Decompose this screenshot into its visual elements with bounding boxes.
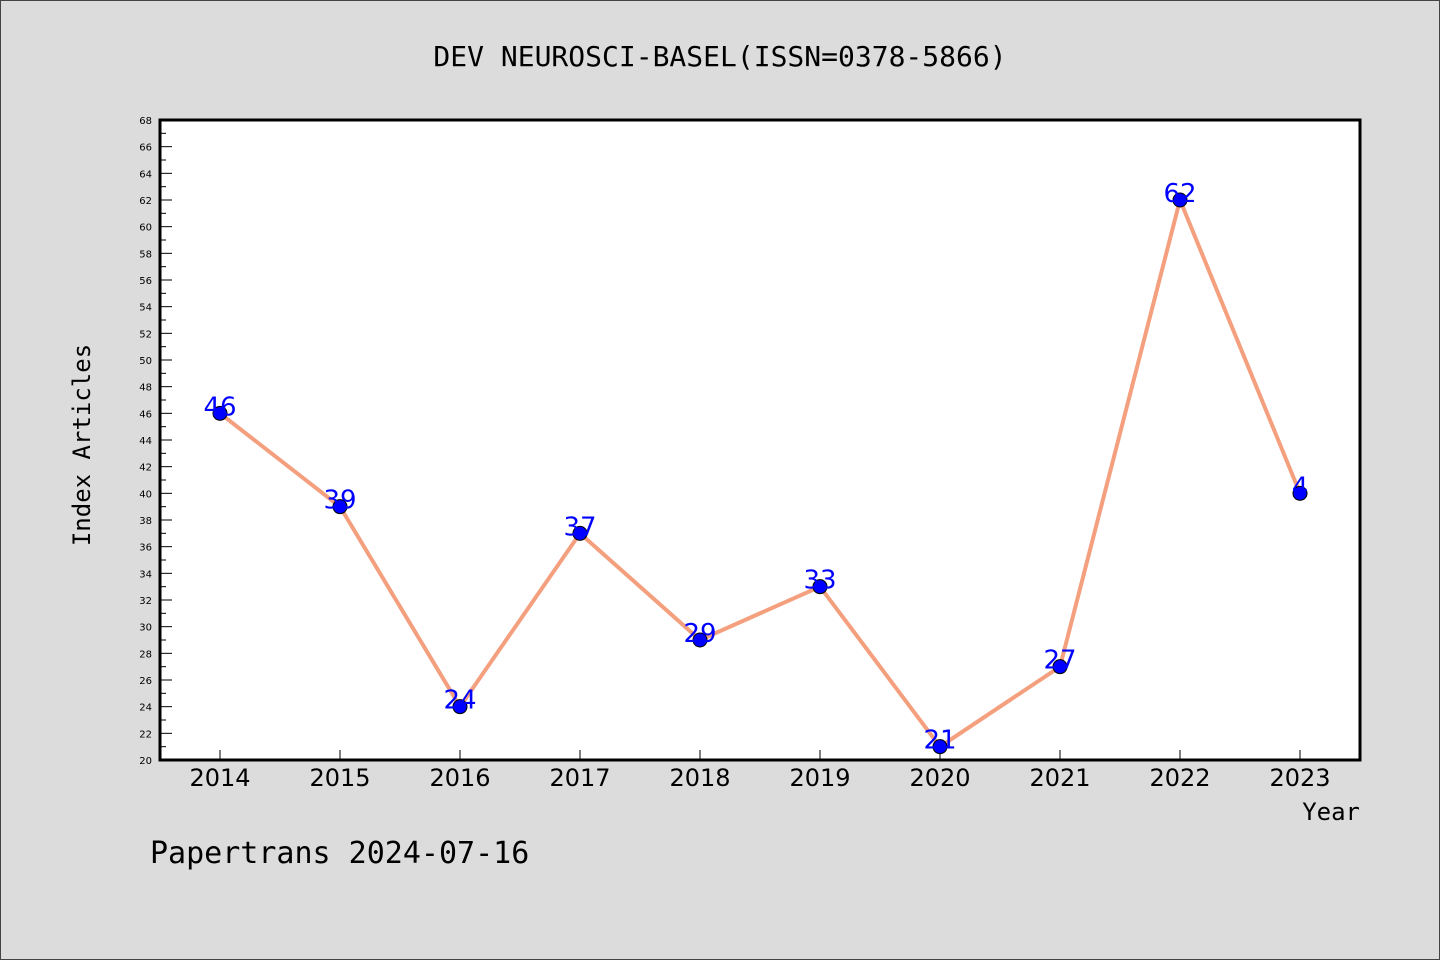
y-tick-label: 56 bbox=[139, 276, 152, 287]
x-tick-label: 2021 bbox=[1029, 764, 1090, 792]
y-tick-label: 24 bbox=[139, 703, 152, 714]
data-point bbox=[572, 525, 588, 541]
x-tick-label: 2017 bbox=[549, 764, 610, 792]
data-label: 24 bbox=[443, 686, 476, 716]
y-tick-label: 50 bbox=[139, 356, 152, 367]
x-tick-label: 2019 bbox=[789, 764, 850, 792]
data-point bbox=[1052, 659, 1068, 675]
data-label: 4 bbox=[1292, 472, 1309, 502]
data-point bbox=[1172, 192, 1188, 208]
y-tick-label: 64 bbox=[139, 169, 152, 180]
y-tick-label: 34 bbox=[139, 569, 152, 580]
y-tick-label: 40 bbox=[139, 489, 152, 500]
plot-area bbox=[158, 118, 1362, 762]
data-label: 39 bbox=[323, 486, 356, 516]
series-polyline bbox=[218, 198, 1302, 749]
y-tick-label: 42 bbox=[139, 463, 152, 474]
data-point bbox=[932, 739, 948, 755]
y-tick-label: 58 bbox=[139, 249, 152, 260]
data-label: 37 bbox=[563, 512, 596, 542]
data-label: 46 bbox=[203, 392, 236, 422]
x-tick-label: 2023 bbox=[1269, 764, 1330, 792]
data-point bbox=[692, 632, 708, 648]
x-axis-label: Year bbox=[1302, 798, 1360, 826]
x-tick-label: 2018 bbox=[669, 764, 730, 792]
x-tick-label: 2016 bbox=[429, 764, 490, 792]
data-label: 33 bbox=[803, 566, 836, 596]
y-tick-label: 28 bbox=[139, 649, 152, 660]
y-tick-label: 36 bbox=[139, 543, 152, 554]
data-label: 21 bbox=[923, 726, 956, 756]
x-tick-label: 2014 bbox=[189, 764, 250, 792]
y-tick-label: 44 bbox=[139, 436, 152, 447]
x-axis: 2014 2015 2016 2017 2018 2019 2020 2021 2022 2023 bbox=[189, 750, 1331, 792]
y-tick-label: 66 bbox=[139, 143, 152, 154]
data-label: 29 bbox=[683, 619, 716, 649]
y-tick-label: 68 bbox=[139, 116, 152, 127]
x-tick-label: 2020 bbox=[909, 764, 970, 792]
data-point bbox=[1292, 485, 1308, 501]
x-tick-label: 2015 bbox=[309, 764, 370, 792]
x-tick-label: 2022 bbox=[1149, 764, 1210, 792]
data-labels: 46 39 24 37 29 33 21 27 62 4 bbox=[203, 179, 1308, 756]
y-tick-label: 22 bbox=[139, 729, 152, 740]
y-tick-label: 20 bbox=[139, 756, 152, 767]
y-tick-label: 38 bbox=[139, 516, 152, 527]
y-tick-label: 54 bbox=[139, 303, 152, 314]
y-tick-label: 30 bbox=[139, 623, 152, 634]
series-line bbox=[218, 198, 1302, 749]
footer-credit: Papertrans 2024-07-16 bbox=[150, 836, 529, 871]
markers bbox=[212, 192, 1308, 755]
y-tick-label: 60 bbox=[139, 223, 152, 234]
data-label: 27 bbox=[1043, 646, 1076, 676]
data-point bbox=[332, 499, 348, 515]
data-point bbox=[212, 405, 228, 421]
data-point bbox=[452, 699, 468, 715]
y-axis-label: Index Articles bbox=[68, 344, 96, 546]
y-tick-label: 62 bbox=[139, 196, 152, 207]
data-label: 62 bbox=[1163, 179, 1196, 209]
y-tick-label: 32 bbox=[139, 596, 152, 607]
chart-title: DEV NEUROSCI-BASEL(ISSN=0378-5866) bbox=[433, 40, 1006, 73]
y-axis: 20 22 24 26 28 30 32 34 36 38 40 42 44 46 48 50 52 54 56 58… bbox=[139, 116, 172, 767]
y-tick-label: 48 bbox=[139, 383, 152, 394]
y-tick-label: 26 bbox=[139, 676, 152, 687]
y-tick-label: 52 bbox=[139, 329, 152, 340]
y-tick-label: 46 bbox=[139, 409, 152, 420]
data-point bbox=[812, 579, 828, 595]
